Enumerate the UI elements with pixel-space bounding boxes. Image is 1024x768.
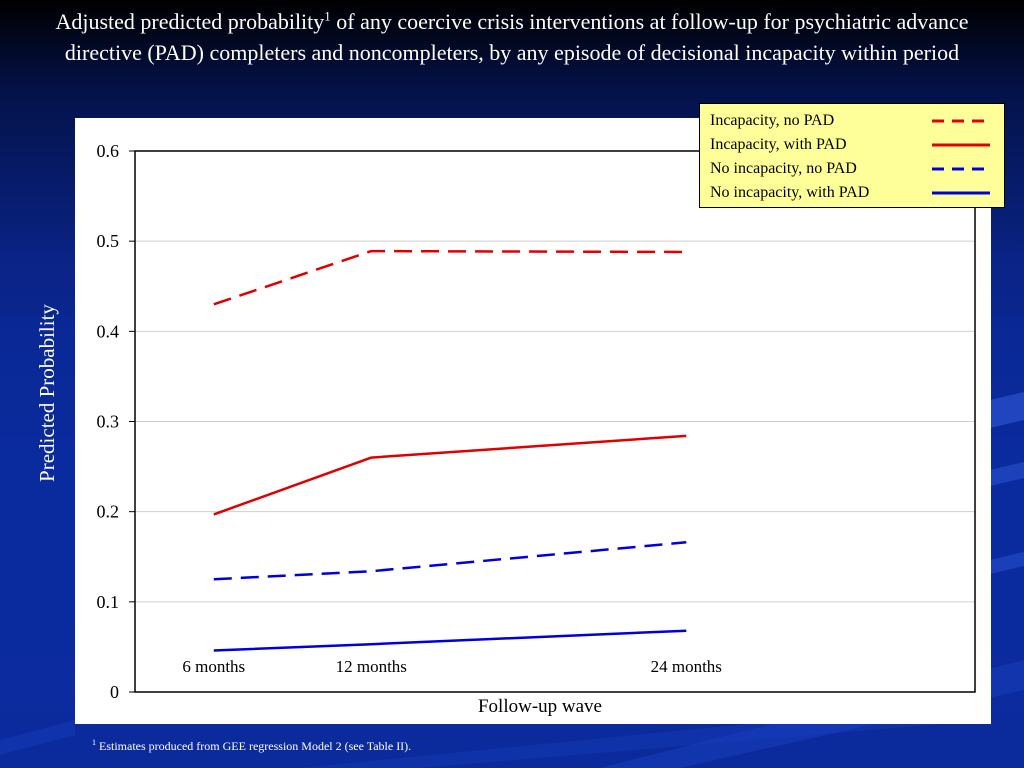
legend-label: Incapacity, no PAD — [710, 112, 835, 129]
legend-item: Incapacity, no PAD — [710, 110, 1000, 132]
legend-swatch — [932, 191, 990, 195]
series-line — [213, 541, 687, 581]
y-tick-label: 0.1 — [97, 592, 120, 612]
chart-legend: Incapacity, no PAD Incapacity, with PAD No… — [699, 103, 1005, 208]
x-tick-label: 6 months — [182, 657, 245, 676]
line-chart: 0 0.1 0.2 0.3 0.4 0.5 0.6 6 months 12 months 24 m… — [97, 141, 976, 717]
y-tick-label: 0.6 — [97, 141, 120, 161]
plot-area-frame — [134, 150, 976, 693]
legend-item: Incapacity, with PAD — [710, 134, 1000, 156]
series-line — [213, 629, 687, 652]
footnote: 1 Estimates produced from GEE regression… — [92, 738, 412, 753]
y-tick-label: 0.4 — [97, 321, 120, 341]
legend-label: No incapacity, with PAD — [710, 184, 870, 201]
legend-label: No incapacity, no PAD — [710, 160, 857, 177]
x-tick-label: 24 months — [651, 657, 722, 676]
y-axis-label: Predicted Probability — [35, 304, 59, 482]
y-tick-label: 0 — [110, 682, 119, 702]
series-line — [213, 249, 687, 306]
x-tick-label: 12 months — [336, 657, 407, 676]
legend-swatch — [932, 119, 990, 123]
legend-label: Incapacity, with PAD — [710, 136, 847, 153]
legend-swatch — [932, 143, 990, 147]
y-tick-label: 0.5 — [97, 231, 120, 251]
x-axis-label: Follow-up wave — [478, 696, 602, 717]
chart-panel: 0 0.1 0.2 0.3 0.4 0.5 0.6 6 months 12 months 24 m… — [75, 118, 991, 724]
y-tick-label: 0.2 — [97, 502, 120, 522]
legend-item: No incapacity, with PAD — [710, 182, 1000, 204]
legend-swatch — [932, 167, 990, 171]
y-tick-label: 0.3 — [97, 412, 120, 432]
slide-title: Adjusted predicted probability1 of any c… — [55, 8, 969, 65]
legend-item: No incapacity, no PAD — [710, 158, 1000, 180]
series-line — [213, 434, 687, 516]
